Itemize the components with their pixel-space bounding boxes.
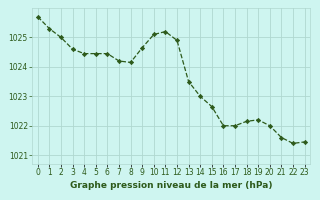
X-axis label: Graphe pression niveau de la mer (hPa): Graphe pression niveau de la mer (hPa) [70,181,272,190]
